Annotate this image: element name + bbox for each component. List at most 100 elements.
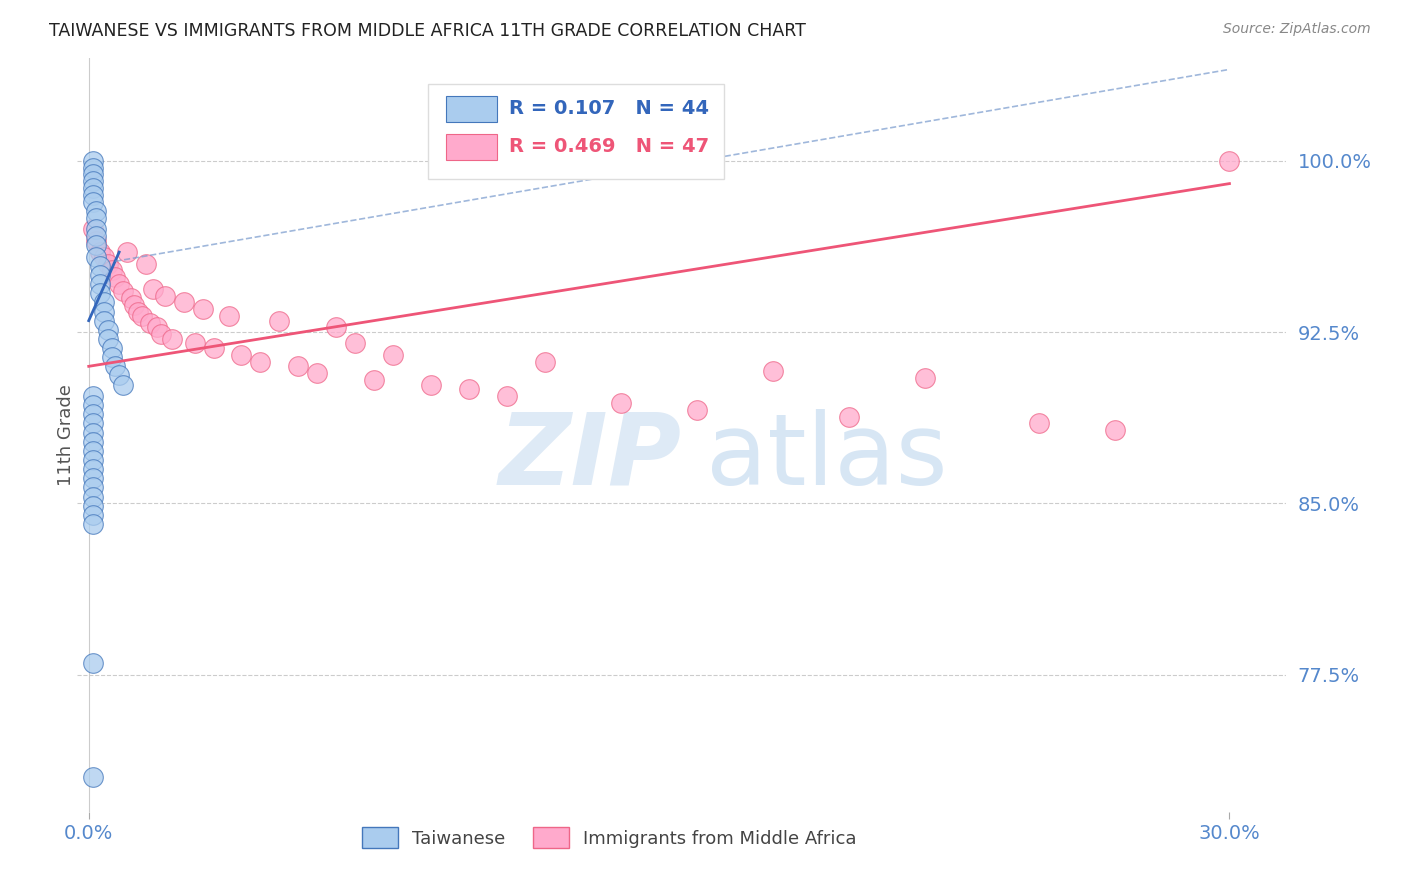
Text: ZIP: ZIP bbox=[499, 409, 682, 506]
Point bbox=[458, 382, 481, 396]
Point bbox=[202, 341, 225, 355]
Point bbox=[267, 313, 290, 327]
FancyBboxPatch shape bbox=[446, 96, 496, 122]
Point bbox=[82, 480, 104, 494]
Point bbox=[82, 499, 104, 513]
Point bbox=[82, 153, 104, 168]
Point bbox=[1104, 423, 1126, 437]
Text: atlas: atlas bbox=[706, 409, 948, 506]
Point bbox=[149, 327, 172, 342]
Text: R = 0.469   N = 47: R = 0.469 N = 47 bbox=[509, 136, 709, 156]
Point bbox=[82, 161, 104, 175]
Point bbox=[86, 222, 108, 236]
Point bbox=[249, 355, 271, 369]
Point bbox=[82, 490, 104, 504]
Point bbox=[100, 263, 122, 277]
Point bbox=[343, 336, 366, 351]
Point bbox=[86, 229, 108, 244]
Point bbox=[82, 168, 104, 182]
Point bbox=[111, 284, 134, 298]
Point bbox=[1218, 153, 1240, 168]
Point bbox=[686, 402, 709, 417]
Point bbox=[82, 174, 104, 188]
Text: TAIWANESE VS IMMIGRANTS FROM MIDDLE AFRICA 11TH GRADE CORRELATION CHART: TAIWANESE VS IMMIGRANTS FROM MIDDLE AFRI… bbox=[49, 22, 806, 40]
Point bbox=[108, 368, 131, 383]
Point bbox=[115, 245, 138, 260]
Point bbox=[82, 453, 104, 467]
Point bbox=[838, 409, 860, 424]
Point bbox=[97, 332, 120, 346]
Point bbox=[82, 398, 104, 412]
Point bbox=[86, 234, 108, 248]
Point bbox=[82, 771, 104, 785]
Point bbox=[82, 508, 104, 522]
Point bbox=[82, 462, 104, 476]
Point bbox=[153, 288, 176, 302]
Point bbox=[97, 256, 120, 270]
Point bbox=[104, 270, 127, 285]
Point bbox=[89, 259, 111, 273]
Point bbox=[135, 256, 157, 270]
Point bbox=[82, 417, 104, 431]
Point bbox=[173, 295, 195, 310]
Point bbox=[82, 425, 104, 440]
Point bbox=[191, 302, 214, 317]
FancyBboxPatch shape bbox=[427, 85, 724, 178]
Point bbox=[86, 204, 108, 219]
Point bbox=[82, 188, 104, 202]
Point bbox=[142, 282, 165, 296]
Point bbox=[162, 332, 184, 346]
Point bbox=[104, 359, 127, 374]
Point bbox=[82, 389, 104, 403]
Point bbox=[93, 304, 115, 318]
Point bbox=[305, 366, 328, 380]
Point bbox=[610, 396, 633, 410]
Point bbox=[89, 268, 111, 282]
Point bbox=[124, 298, 146, 312]
Point bbox=[325, 320, 347, 334]
Point bbox=[82, 194, 104, 209]
Point bbox=[496, 389, 519, 403]
Point bbox=[381, 348, 404, 362]
Point bbox=[184, 336, 207, 351]
Point bbox=[93, 313, 115, 327]
Point bbox=[127, 304, 149, 318]
Point bbox=[97, 323, 120, 337]
Point bbox=[93, 295, 115, 310]
Point bbox=[82, 516, 104, 531]
Point bbox=[762, 364, 785, 378]
Point bbox=[146, 320, 169, 334]
Point bbox=[138, 316, 160, 330]
Point bbox=[86, 238, 108, 252]
Point bbox=[120, 291, 142, 305]
Point bbox=[86, 250, 108, 264]
Point bbox=[534, 355, 557, 369]
Point bbox=[82, 471, 104, 485]
Y-axis label: 11th Grade: 11th Grade bbox=[58, 384, 75, 486]
Point bbox=[82, 181, 104, 195]
Legend: Taiwanese, Immigrants from Middle Africa: Taiwanese, Immigrants from Middle Africa bbox=[354, 820, 865, 855]
Point bbox=[108, 277, 131, 292]
FancyBboxPatch shape bbox=[446, 134, 496, 160]
Point bbox=[100, 350, 122, 364]
Point bbox=[100, 341, 122, 355]
Text: Source: ZipAtlas.com: Source: ZipAtlas.com bbox=[1223, 22, 1371, 37]
Point bbox=[420, 377, 443, 392]
Point bbox=[93, 250, 115, 264]
Point bbox=[82, 434, 104, 449]
Point bbox=[218, 309, 240, 323]
Point bbox=[82, 222, 104, 236]
Point bbox=[1028, 417, 1050, 431]
Point bbox=[89, 277, 111, 292]
Point bbox=[131, 309, 153, 323]
Point bbox=[229, 348, 252, 362]
Point bbox=[82, 407, 104, 421]
Point bbox=[89, 245, 111, 260]
Point bbox=[82, 443, 104, 458]
Point bbox=[89, 286, 111, 301]
Point bbox=[363, 373, 385, 387]
Point bbox=[287, 359, 309, 374]
Text: R = 0.107   N = 44: R = 0.107 N = 44 bbox=[509, 99, 709, 118]
Point bbox=[914, 370, 936, 384]
Point bbox=[86, 211, 108, 225]
